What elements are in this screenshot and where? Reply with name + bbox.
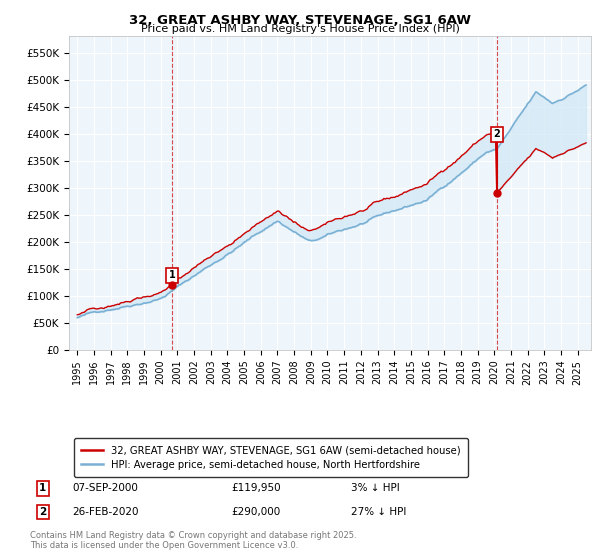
Text: Contains HM Land Registry data © Crown copyright and database right 2025.
This d: Contains HM Land Registry data © Crown c…	[30, 530, 356, 550]
Text: 2: 2	[493, 129, 500, 139]
Text: £290,000: £290,000	[231, 507, 280, 517]
Text: 1: 1	[169, 270, 175, 281]
Text: 07-SEP-2000: 07-SEP-2000	[72, 483, 138, 493]
Text: 3% ↓ HPI: 3% ↓ HPI	[351, 483, 400, 493]
Text: 2: 2	[39, 507, 46, 517]
Text: Price paid vs. HM Land Registry's House Price Index (HPI): Price paid vs. HM Land Registry's House …	[140, 24, 460, 34]
Legend: 32, GREAT ASHBY WAY, STEVENAGE, SG1 6AW (semi-detached house), HPI: Average pric: 32, GREAT ASHBY WAY, STEVENAGE, SG1 6AW …	[74, 438, 467, 477]
Text: 1: 1	[39, 483, 46, 493]
Text: 32, GREAT ASHBY WAY, STEVENAGE, SG1 6AW: 32, GREAT ASHBY WAY, STEVENAGE, SG1 6AW	[129, 14, 471, 27]
Text: 27% ↓ HPI: 27% ↓ HPI	[351, 507, 406, 517]
Text: £119,950: £119,950	[231, 483, 281, 493]
Text: 26-FEB-2020: 26-FEB-2020	[72, 507, 139, 517]
